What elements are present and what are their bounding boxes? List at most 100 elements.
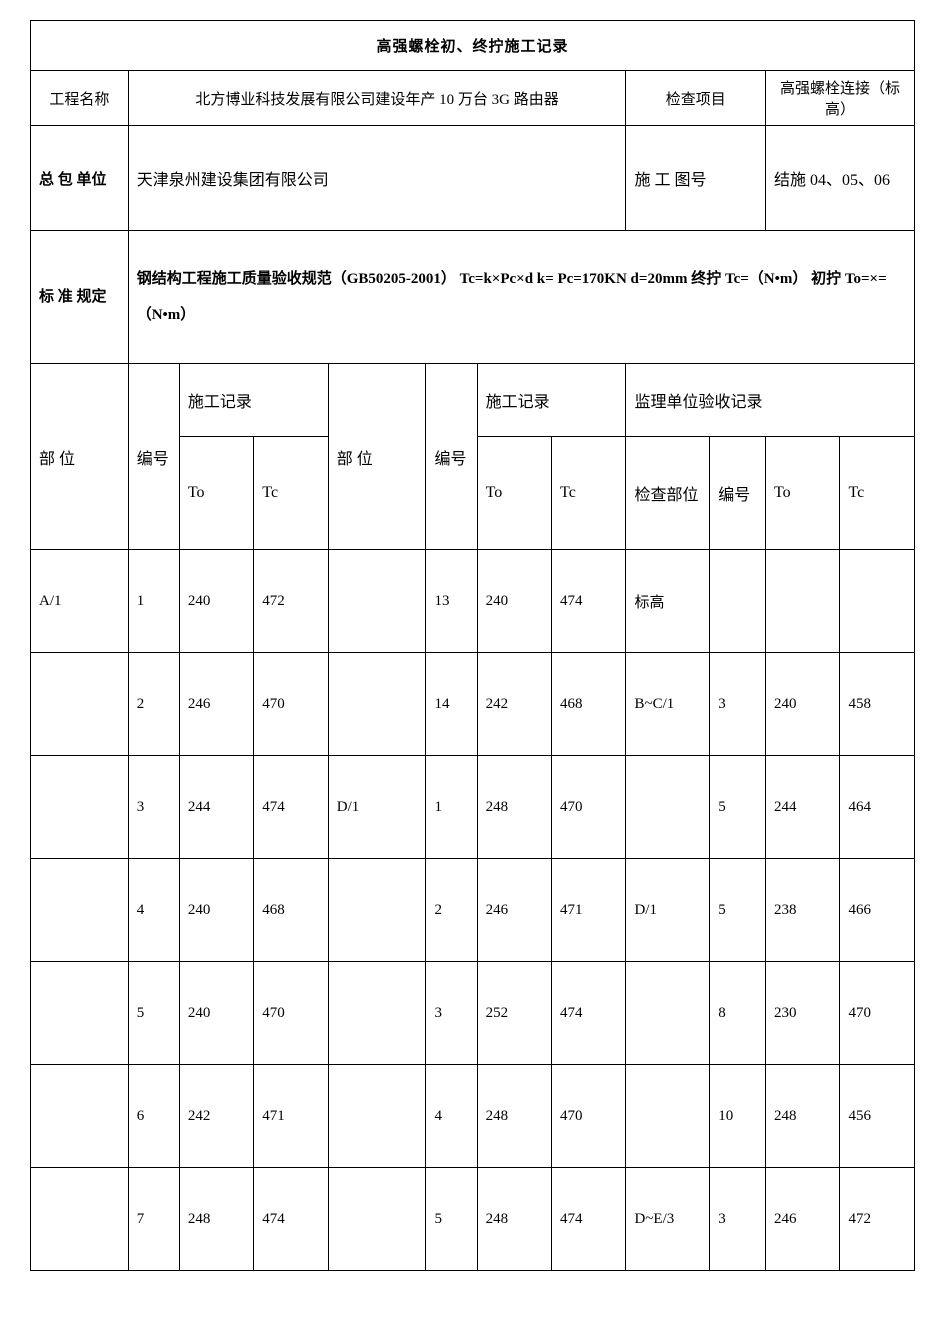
table-cell-ctc: 456 — [840, 1065, 915, 1168]
table-cell-tc2: 474 — [552, 550, 626, 653]
table-cell-cto: 244 — [766, 756, 840, 859]
table-cell-pos2 — [328, 653, 426, 756]
table-cell-tc2: 474 — [552, 1168, 626, 1271]
hdr-record-2: 施工记录 — [477, 364, 626, 437]
table-cell-cpos — [626, 962, 710, 1065]
table-cell-pos1 — [31, 962, 129, 1065]
table-cell-to2: 246 — [477, 859, 551, 962]
table-cell-cpos — [626, 1065, 710, 1168]
standard-row: 标 准 规定 钢结构工程施工质量验收规范（GB50205-2001） Tc=k×… — [31, 231, 915, 364]
table-cell-cn: 8 — [710, 962, 766, 1065]
table-cell-pos2 — [328, 859, 426, 962]
table-cell-pos1 — [31, 1065, 129, 1168]
table-cell-pos2 — [328, 1168, 426, 1271]
table-cell-ctc — [840, 550, 915, 653]
table-cell-cn — [710, 550, 766, 653]
table-cell-ctc: 458 — [840, 653, 915, 756]
table-cell-to1: 248 — [179, 1168, 253, 1271]
label-standard: 标 准 规定 — [31, 231, 129, 364]
table-cell-tc2: 471 — [552, 859, 626, 962]
table-cell-pos1: A/1 — [31, 550, 129, 653]
table-cell-cto: 240 — [766, 653, 840, 756]
table-cell-cpos: D~E/3 — [626, 1168, 710, 1271]
table-row: 524047032524748230470 — [31, 962, 915, 1065]
table-cell-tc2: 468 — [552, 653, 626, 756]
table-cell-to1: 240 — [179, 962, 253, 1065]
table-cell-n1: 5 — [128, 962, 179, 1065]
label-drawing-no: 施 工 图号 — [626, 126, 766, 231]
table-cell-cn: 3 — [710, 653, 766, 756]
table-cell-n1: 6 — [128, 1065, 179, 1168]
table-cell-n1: 7 — [128, 1168, 179, 1271]
table-cell-cpos: D/1 — [626, 859, 710, 962]
table-cell-ctc: 472 — [840, 1168, 915, 1271]
table-cell-ctc: 464 — [840, 756, 915, 859]
table-cell-cto: 238 — [766, 859, 840, 962]
table-cell-n2: 1 — [426, 756, 477, 859]
table-cell-to2: 240 — [477, 550, 551, 653]
label-project-name: 工程名称 — [31, 71, 129, 126]
title-row: 高强螺栓初、终拧施工记录 — [31, 21, 915, 71]
table-header-row-1: 部 位 编号 施工记录 部 位 编号 施工记录 监理单位验收记录 — [31, 364, 915, 437]
table-cell-cto: 248 — [766, 1065, 840, 1168]
table-cell-tc2: 474 — [552, 962, 626, 1065]
table-cell-n2: 13 — [426, 550, 477, 653]
table-cell-n2: 4 — [426, 1065, 477, 1168]
table-cell-pos1 — [31, 756, 129, 859]
table-cell-n2: 3 — [426, 962, 477, 1065]
value-inspection-item: 高强螺栓连接（标高） — [766, 71, 915, 126]
table-cell-cn: 10 — [710, 1065, 766, 1168]
table-cell-to2: 248 — [477, 756, 551, 859]
hdr-position-2: 部 位 — [328, 364, 426, 550]
table-cell-cpos — [626, 756, 710, 859]
table-cell-n2: 2 — [426, 859, 477, 962]
table-cell-pos2 — [328, 962, 426, 1065]
table-cell-n2: 5 — [426, 1168, 477, 1271]
table-cell-n1: 1 — [128, 550, 179, 653]
hdr-tc-1: Tc — [254, 437, 328, 550]
table-cell-tc1: 472 — [254, 550, 328, 653]
table-cell-to1: 246 — [179, 653, 253, 756]
hdr-to-1: To — [179, 437, 253, 550]
hdr-number-2: 编号 — [426, 364, 477, 550]
table-cell-tc2: 470 — [552, 756, 626, 859]
table-cell-n1: 4 — [128, 859, 179, 962]
table-cell-to1: 244 — [179, 756, 253, 859]
hdr-number-1: 编号 — [128, 364, 179, 550]
table-cell-cto: 246 — [766, 1168, 840, 1271]
label-inspection-item: 检查项目 — [626, 71, 766, 126]
project-row: 工程名称 北方博业科技发展有限公司建设年产 10 万台 3G 路由器 检查项目 … — [31, 71, 915, 126]
table-cell-cto: 230 — [766, 962, 840, 1065]
document-title: 高强螺栓初、终拧施工记录 — [31, 21, 915, 71]
table-cell-cpos: 标高 — [626, 550, 710, 653]
table-cell-ctc: 470 — [840, 962, 915, 1065]
table-row: A/1124047213240474标高 — [31, 550, 915, 653]
table-cell-pos2 — [328, 1065, 426, 1168]
table-cell-pos1 — [31, 1168, 129, 1271]
table-row: 72484745248474D~E/33246472 — [31, 1168, 915, 1271]
table-row: 42404682246471D/15238466 — [31, 859, 915, 962]
hdr-to-3: To — [766, 437, 840, 550]
hdr-record-1: 施工记录 — [179, 364, 328, 437]
value-standard: 钢结构工程施工质量验收规范（GB50205-2001） Tc=k×Pc×d k=… — [128, 231, 914, 364]
value-project-name: 北方博业科技发展有限公司建设年产 10 万台 3G 路由器 — [128, 71, 626, 126]
record-table: 高强螺栓初、终拧施工记录 工程名称 北方博业科技发展有限公司建设年产 10 万台… — [30, 20, 915, 1271]
hdr-check-position: 检查部位 — [626, 437, 710, 550]
table-cell-to2: 248 — [477, 1065, 551, 1168]
hdr-position-1: 部 位 — [31, 364, 129, 550]
table-cell-tc1: 470 — [254, 653, 328, 756]
table-cell-cto — [766, 550, 840, 653]
table-cell-pos2 — [328, 550, 426, 653]
hdr-to-2: To — [477, 437, 551, 550]
table-cell-to1: 240 — [179, 550, 253, 653]
table-row: 224647014242468B~C/13240458 — [31, 653, 915, 756]
contractor-row: 总 包 单位 天津泉州建设集团有限公司 施 工 图号 结施 04、05、06 — [31, 126, 915, 231]
table-cell-ctc: 466 — [840, 859, 915, 962]
hdr-tc-2: Tc — [552, 437, 626, 550]
table-cell-to2: 248 — [477, 1168, 551, 1271]
table-cell-pos1 — [31, 653, 129, 756]
table-cell-tc1: 470 — [254, 962, 328, 1065]
table-cell-cn: 3 — [710, 1168, 766, 1271]
table-cell-tc1: 471 — [254, 1065, 328, 1168]
table-cell-tc1: 468 — [254, 859, 328, 962]
